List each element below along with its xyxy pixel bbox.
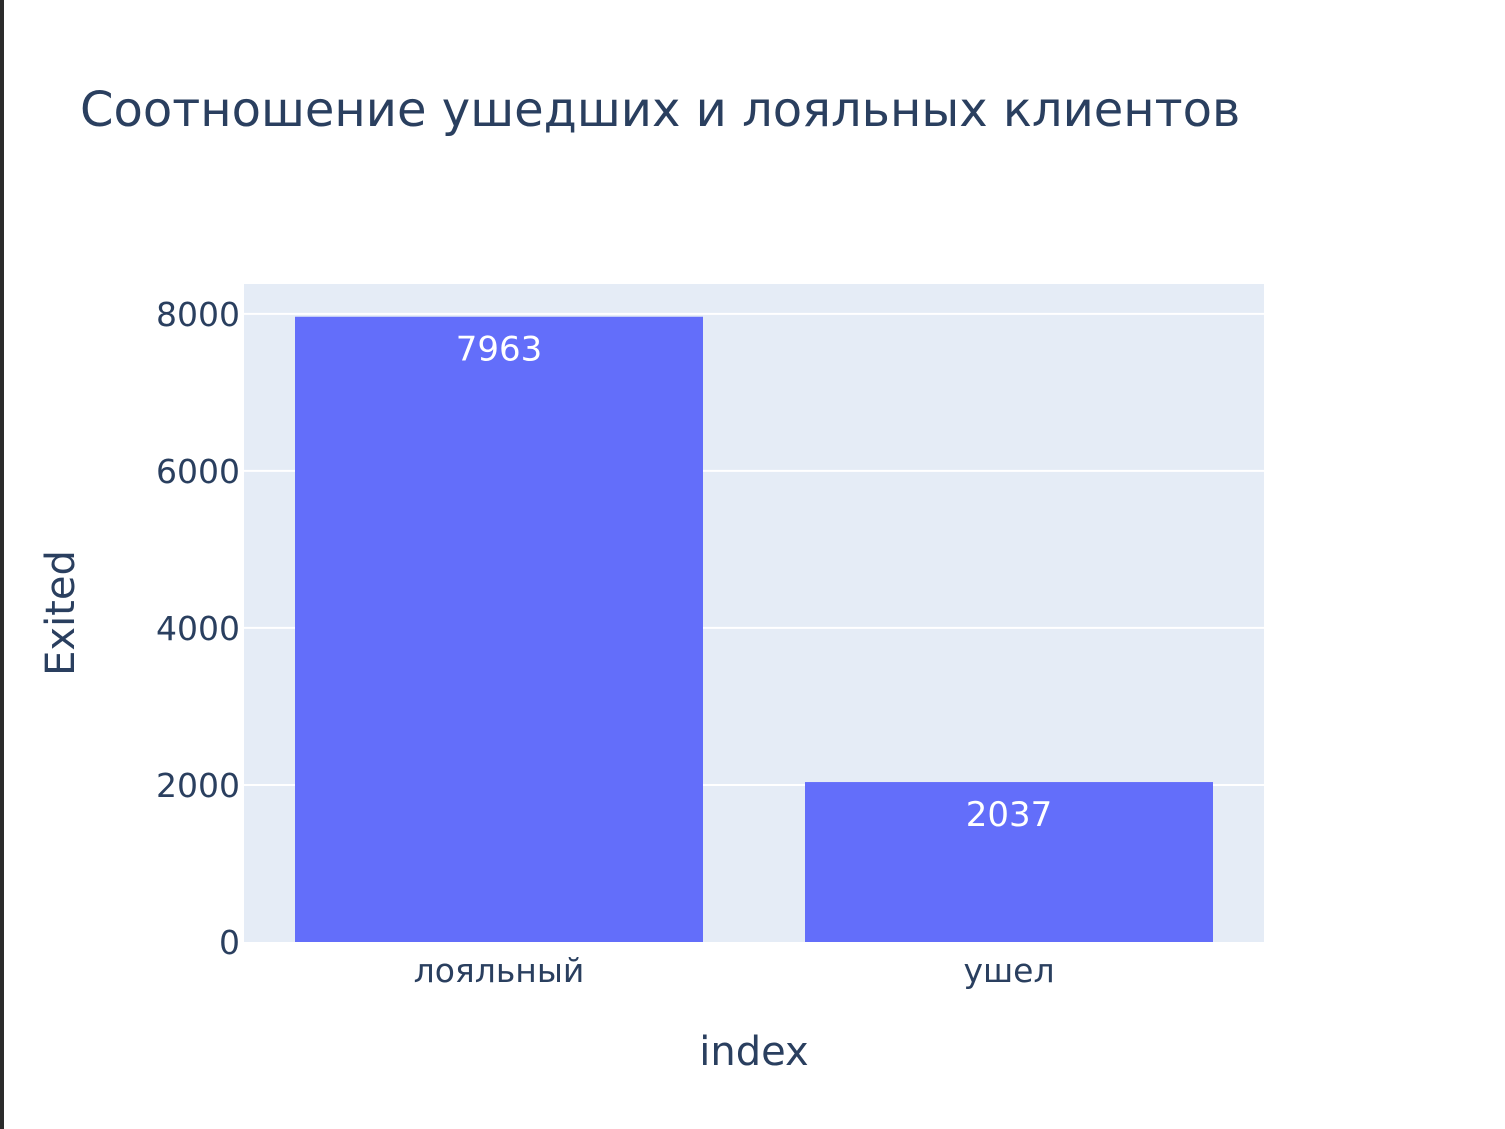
bar[interactable] xyxy=(295,316,703,943)
x-axis-title: index xyxy=(699,1029,808,1075)
x-axis-ticks: лояльный ушел xyxy=(414,951,1055,990)
y-axis-title: Exited xyxy=(38,550,84,676)
y-tick-label: 2000 xyxy=(156,766,240,805)
bar-value-label: 2037 xyxy=(966,795,1053,835)
y-tick-label: 0 xyxy=(219,923,240,962)
bar[interactable] xyxy=(805,782,1213,942)
bars: 7963 2037 xyxy=(295,316,1213,943)
window-edge xyxy=(0,0,4,1129)
y-tick-label: 6000 xyxy=(156,452,240,491)
x-tick-label: ушел xyxy=(963,951,1054,990)
chart-title: Соотношение ушедших и лояльных клиентов xyxy=(80,82,1241,138)
x-tick-label: лояльный xyxy=(414,951,585,990)
y-tick-label: 4000 xyxy=(156,609,240,648)
bar-value-label: 7963 xyxy=(456,330,543,370)
y-tick-label: 8000 xyxy=(156,295,240,334)
y-axis-ticks: 0 2000 4000 6000 8000 xyxy=(156,295,240,962)
